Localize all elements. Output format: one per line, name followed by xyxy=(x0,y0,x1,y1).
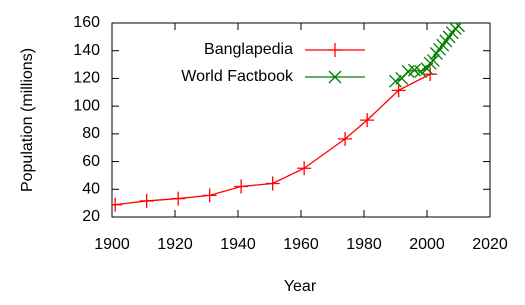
point-marker xyxy=(436,38,450,52)
y-tick-label: 140 xyxy=(73,42,100,59)
point-marker xyxy=(338,131,353,146)
x-tick-label: 2000 xyxy=(409,236,445,253)
point-marker xyxy=(452,23,465,33)
legend-label: World Factbook xyxy=(181,68,294,85)
point-marker xyxy=(112,197,123,212)
point-marker xyxy=(391,83,406,98)
legend-marker xyxy=(328,43,342,57)
point-marker xyxy=(423,67,438,82)
y-tick-label: 100 xyxy=(73,97,100,114)
point-marker xyxy=(433,42,447,56)
y-tick-label: 20 xyxy=(82,208,100,225)
x-tick-label: 1920 xyxy=(157,236,193,253)
legend-label: Banglapedia xyxy=(204,41,293,58)
x-tick-label: 1900 xyxy=(94,236,130,253)
y-tick-label: 120 xyxy=(73,70,100,87)
y-tick-label: 40 xyxy=(82,181,100,198)
x-axis-label: Year xyxy=(284,278,317,295)
point-marker xyxy=(139,193,154,208)
point-marker xyxy=(297,161,312,176)
legend-marker xyxy=(328,70,342,84)
point-marker xyxy=(426,53,440,67)
point-marker xyxy=(389,74,402,88)
point-marker xyxy=(360,113,375,128)
point-marker xyxy=(265,176,280,191)
y-tick-label: 80 xyxy=(82,125,100,142)
y-tick-label: 160 xyxy=(73,14,100,31)
point-marker xyxy=(442,30,456,44)
point-marker xyxy=(202,188,217,203)
x-tick-label: 1980 xyxy=(346,236,382,253)
point-marker xyxy=(439,34,453,48)
y-tick-label: 60 xyxy=(82,153,100,170)
x-tick-label: 1940 xyxy=(220,236,256,253)
x-tick-label: 2020 xyxy=(472,236,508,253)
y-axis-label: Population (millions) xyxy=(19,48,36,192)
point-marker xyxy=(234,179,249,194)
plot-border xyxy=(111,22,491,218)
plot-area xyxy=(112,23,465,212)
point-marker xyxy=(414,65,428,78)
x-tick-label: 1960 xyxy=(283,236,319,253)
point-marker xyxy=(171,191,186,206)
